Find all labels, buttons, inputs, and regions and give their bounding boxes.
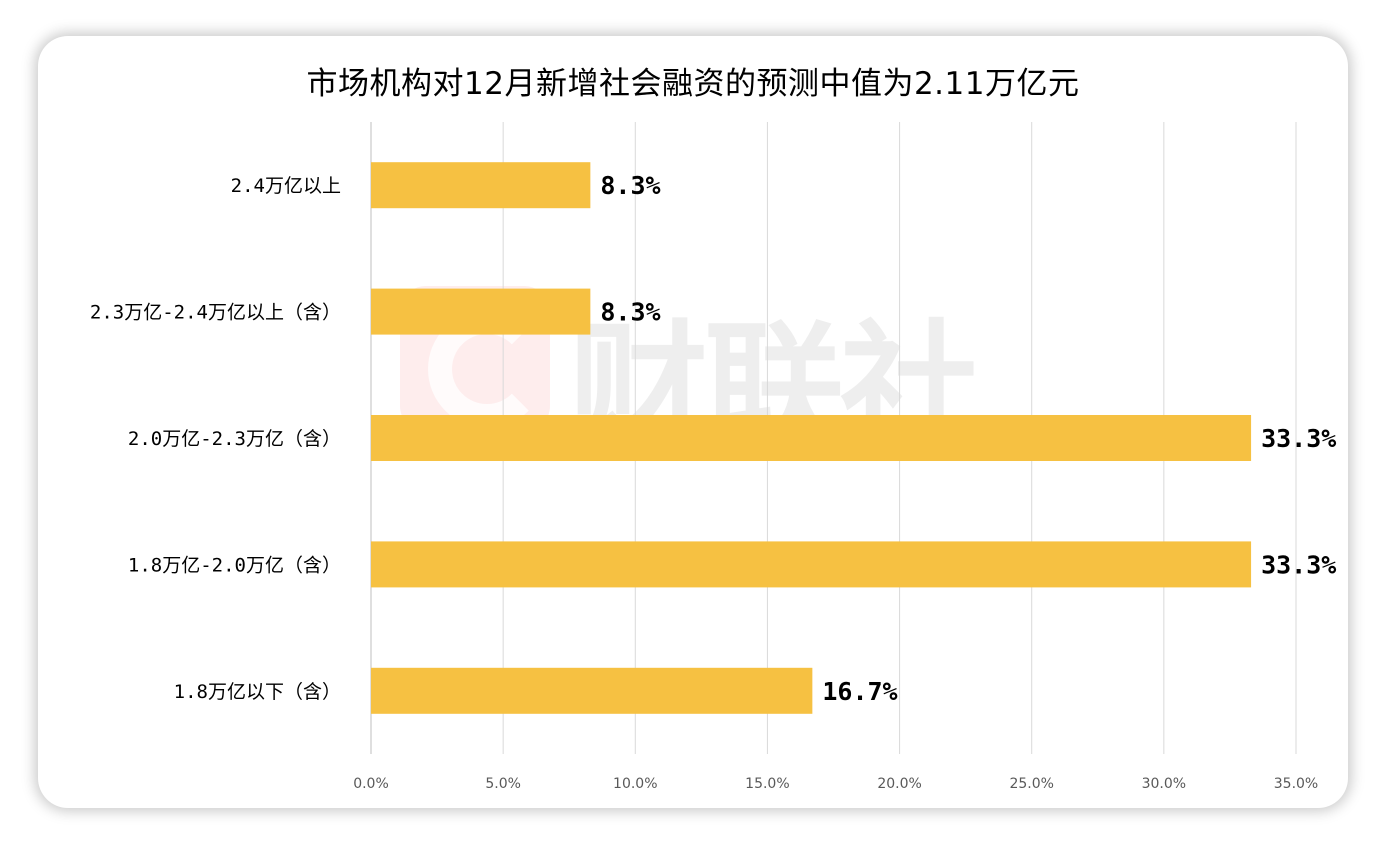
bar [371, 541, 1252, 588]
category-label: 2.3万亿-2.4万亿以上（含） [90, 302, 341, 324]
bar [371, 415, 1252, 461]
data-label: 33.3% [1261, 424, 1336, 453]
bars [371, 162, 1252, 714]
data-labels: 8.3% 8.3% 33.3% 33.3% 16.7% [600, 171, 1336, 706]
chart-title: 市场机构对12月新增社会融资的预测中值为2.11万亿元 [306, 66, 1080, 102]
x-tick-label: 5.0% [485, 776, 521, 792]
chart-card: 市场机构对12月新增社会融资的预测中值为2.11万亿元 财联社 2.4万亿以上 2… [38, 36, 1348, 808]
bar [371, 162, 591, 209]
x-tick-label: 25.0% [1009, 776, 1053, 792]
bar [371, 288, 591, 335]
bar [371, 667, 813, 714]
category-label: 2.0万亿-2.3万亿（含） [128, 428, 341, 450]
category-labels: 2.4万亿以上 2.3万亿-2.4万亿以上（含） 2.0万亿-2.3万亿（含） 1.8… [90, 175, 341, 703]
data-label: 8.3% [600, 171, 660, 200]
category-label: 1.8万亿-2.0万亿（含） [128, 554, 341, 576]
data-label: 8.3% [600, 298, 660, 327]
x-tick-label: 35.0% [1274, 776, 1318, 792]
x-tick-label: 10.0% [613, 776, 657, 792]
bar-chart: 2.4万亿以上 2.3万亿-2.4万亿以上（含） 2.0万亿-2.3万亿（含） 1.8… [90, 122, 1336, 792]
data-label: 33.3% [1261, 550, 1336, 579]
x-tick-label: 15.0% [745, 776, 789, 792]
x-tick-label: 30.0% [1142, 776, 1186, 792]
x-tick-labels: 0.0% 5.0% 10.0% 15.0% 20.0% 25.0% 30.0% 35.0% [353, 776, 1318, 792]
x-tick-label: 0.0% [353, 776, 389, 792]
data-label: 16.7% [822, 677, 897, 706]
category-label: 1.8万亿以下（含） [174, 681, 341, 703]
category-label: 2.4万亿以上 [231, 175, 341, 197]
x-tick-label: 20.0% [877, 776, 921, 792]
